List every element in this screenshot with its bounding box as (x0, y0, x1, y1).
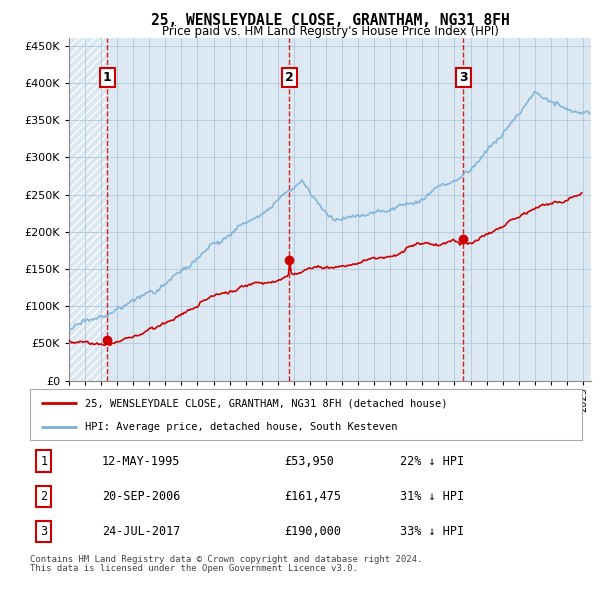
Text: 3: 3 (459, 71, 468, 84)
Text: 1: 1 (103, 71, 112, 84)
Text: £190,000: £190,000 (284, 525, 341, 538)
Text: Contains HM Land Registry data © Crown copyright and database right 2024.: Contains HM Land Registry data © Crown c… (30, 555, 422, 563)
Text: This data is licensed under the Open Government Licence v3.0.: This data is licensed under the Open Gov… (30, 564, 358, 573)
Text: 3: 3 (40, 525, 47, 538)
Text: 2: 2 (40, 490, 47, 503)
Text: Price paid vs. HM Land Registry's House Price Index (HPI): Price paid vs. HM Land Registry's House … (161, 25, 499, 38)
Text: 2: 2 (285, 71, 294, 84)
Bar (69, 38, 107, 381)
Text: £161,475: £161,475 (284, 490, 341, 503)
Text: 25, WENSLEYDALE CLOSE, GRANTHAM, NG31 8FH: 25, WENSLEYDALE CLOSE, GRANTHAM, NG31 8F… (151, 13, 509, 28)
Text: HPI: Average price, detached house, South Kesteven: HPI: Average price, detached house, Sout… (85, 422, 398, 432)
Text: 22% ↓ HPI: 22% ↓ HPI (400, 454, 464, 468)
Text: 31% ↓ HPI: 31% ↓ HPI (400, 490, 464, 503)
Text: 25, WENSLEYDALE CLOSE, GRANTHAM, NG31 8FH (detached house): 25, WENSLEYDALE CLOSE, GRANTHAM, NG31 8F… (85, 398, 448, 408)
Text: 33% ↓ HPI: 33% ↓ HPI (400, 525, 464, 538)
Text: 12-MAY-1995: 12-MAY-1995 (102, 454, 180, 468)
Text: 24-JUL-2017: 24-JUL-2017 (102, 525, 180, 538)
Text: 1: 1 (40, 454, 47, 468)
Text: £53,950: £53,950 (284, 454, 334, 468)
Text: 20-SEP-2006: 20-SEP-2006 (102, 490, 180, 503)
